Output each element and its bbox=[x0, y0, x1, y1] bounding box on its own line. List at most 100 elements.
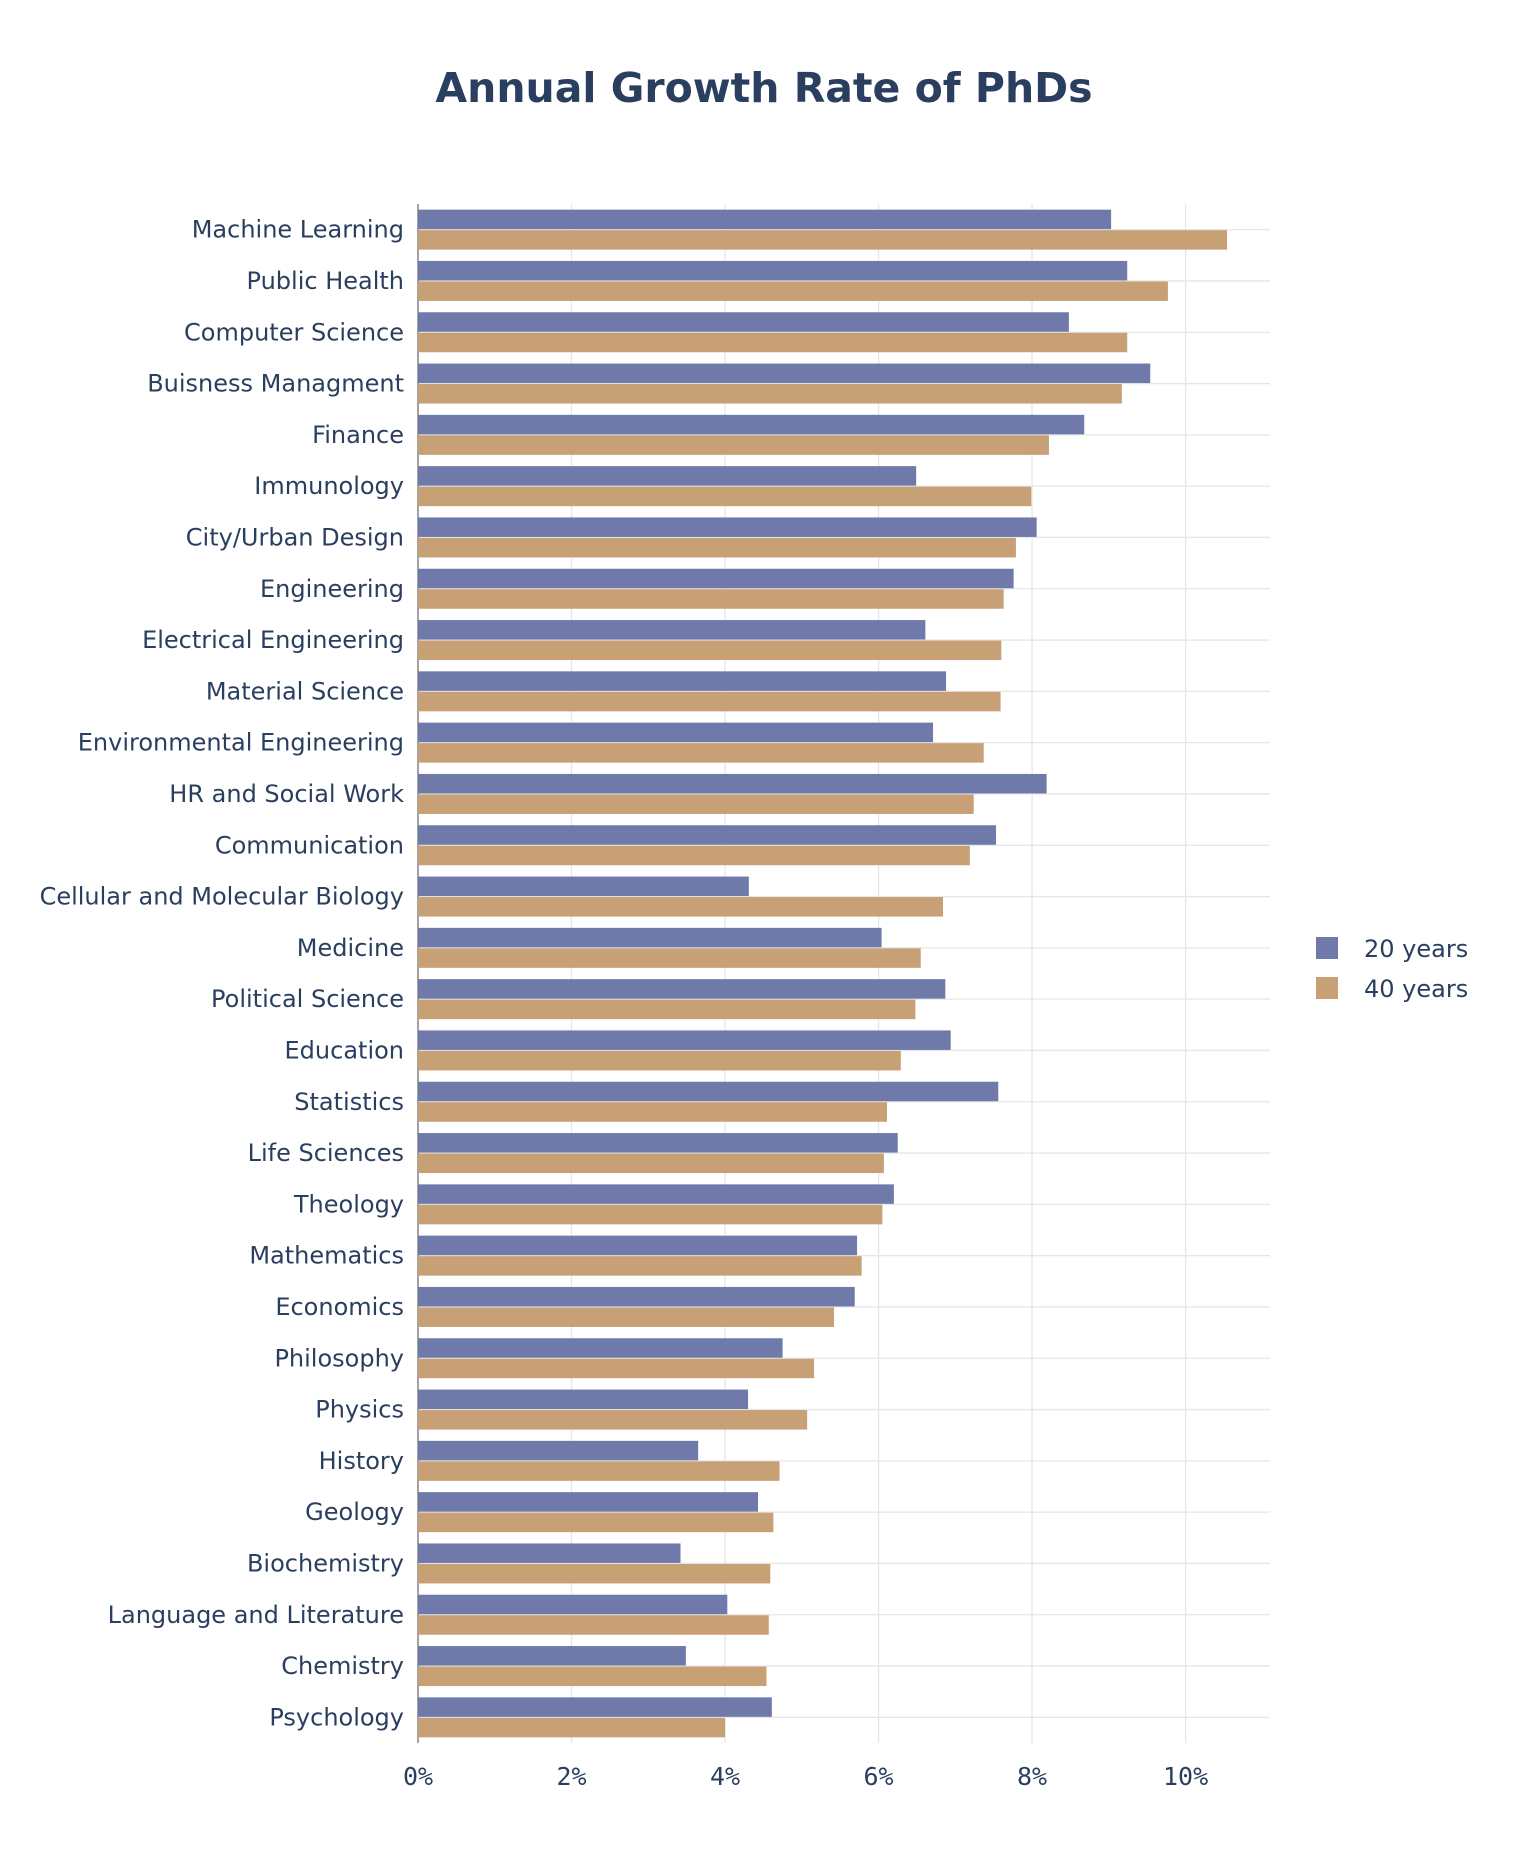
bar-40-years-biochemistry[interactable]: Biochemistry (40 years): 4.59% bbox=[418, 1563, 771, 1584]
legend-swatch-40-years[interactable] bbox=[1316, 977, 1338, 999]
legend-label-40-years[interactable]: 40 years bbox=[1364, 975, 1468, 1003]
bars: Machine Learning (20 years): 9.03%Machin… bbox=[418, 209, 1228, 1738]
chart-title: Annual Growth Rate of PhDs bbox=[435, 64, 1092, 112]
bar-20-years-psychology[interactable]: Psychology (20 years): 4.61% bbox=[418, 1697, 772, 1717]
bar-40-years-political-science[interactable]: Political Science (40 years): 6.48% bbox=[418, 999, 916, 1020]
bar-20-years-public-health[interactable]: Public Health (20 years): 9.24% bbox=[418, 260, 1128, 281]
bar-20-years-electrical-engineering[interactable]: Electrical Engineering (20 years): 6.61% bbox=[418, 620, 926, 640]
bar-40-years-computer-science[interactable]: Computer Science (40 years): 9.24% bbox=[418, 332, 1128, 353]
category-label-political-science: Political Science bbox=[211, 985, 404, 1013]
bar-20-years-political-science[interactable]: Political Science (20 years): 6.87% bbox=[418, 979, 946, 999]
bar-40-years-electrical-engineering[interactable]: Electrical Engineering (40 years): 7.6% bbox=[418, 640, 1002, 661]
bar-20-years-history[interactable]: History (20 years): 3.65% bbox=[418, 1440, 699, 1461]
bar-40-years-language-and-literature[interactable]: Language and Literature (40 years): 4.57… bbox=[418, 1615, 769, 1635]
bar-20-years-buisness-managment[interactable]: Buisness Managment (20 years): 9.54% bbox=[418, 363, 1151, 384]
category-label-computer-science: Computer Science bbox=[184, 318, 404, 346]
bar-40-years-public-health[interactable]: Public Health (40 years): 9.77% bbox=[418, 281, 1168, 301]
bar-40-years-chemistry[interactable]: Chemistry (40 years): 4.54% bbox=[418, 1666, 767, 1687]
bar-40-years-economics[interactable]: Economics (40 years): 5.42% bbox=[418, 1307, 835, 1327]
category-label-statistics: Statistics bbox=[294, 1088, 404, 1116]
bar-40-years-education[interactable]: Education (40 years): 6.29% bbox=[418, 1050, 901, 1071]
bar-20-years-biochemistry[interactable]: Biochemistry (20 years): 3.42% bbox=[418, 1543, 681, 1563]
bar-40-years-life-sciences[interactable]: Life Sciences (40 years): 6.07% bbox=[418, 1153, 884, 1174]
category-label-biochemistry: Biochemistry bbox=[247, 1549, 404, 1577]
bar-20-years-geology[interactable]: Geology (20 years): 4.43% bbox=[418, 1492, 759, 1512]
bar-20-years-cellular-and-molecular-biology[interactable]: Cellular and Molecular Biology (20 years… bbox=[418, 876, 749, 897]
bar-40-years-city-urban-design[interactable]: City/Urban Design (40 years): 7.79% bbox=[418, 537, 1016, 558]
category-labels: Machine Learning Public Health Computer Sc… bbox=[40, 216, 405, 1732]
bar-20-years-theology[interactable]: Theology (20 years): 6.2% bbox=[418, 1184, 894, 1204]
category-label-history: History bbox=[319, 1447, 404, 1475]
legend[interactable]: 20 years 40 years bbox=[1316, 935, 1468, 1003]
category-label-environmental-engineering: Environmental Engineering bbox=[78, 729, 404, 757]
category-label-philosophy: Philosophy bbox=[274, 1344, 404, 1372]
legend-label-20-years[interactable]: 20 years bbox=[1364, 935, 1468, 963]
bar-40-years-finance[interactable]: Finance (40 years): 8.22% bbox=[418, 435, 1049, 455]
x-tick-label: 6% bbox=[863, 1762, 893, 1791]
bar-40-years-geology[interactable]: Geology (40 years): 4.63% bbox=[418, 1512, 774, 1533]
category-label-machine-learning: Machine Learning bbox=[192, 216, 404, 244]
bar-40-years-history[interactable]: History (40 years): 4.71% bbox=[418, 1461, 780, 1481]
x-tick-label: 4% bbox=[710, 1762, 740, 1791]
category-label-life-sciences: Life Sciences bbox=[248, 1139, 404, 1167]
x-tick-label: 2% bbox=[556, 1762, 586, 1791]
bar-20-years-mathematics[interactable]: Mathematics (20 years): 5.72% bbox=[418, 1235, 858, 1256]
bar-20-years-engineering[interactable]: Engineering (20 years): 7.76% bbox=[418, 568, 1014, 589]
bar-20-years-philosophy[interactable]: Philosophy (20 years): 4.75% bbox=[418, 1338, 783, 1358]
category-label-theology: Theology bbox=[293, 1190, 404, 1218]
bar-20-years-education[interactable]: Education (20 years): 6.94% bbox=[418, 1030, 951, 1050]
bar-20-years-machine-learning[interactable]: Machine Learning (20 years): 9.03% bbox=[418, 209, 1112, 230]
bar-20-years-environmental-engineering[interactable]: Environmental Engineering (20 years): 6.… bbox=[418, 722, 934, 743]
bar-40-years-theology[interactable]: Theology (40 years): 6.05% bbox=[418, 1204, 883, 1225]
bar-40-years-hr-and-social-work[interactable]: HR and Social Work (40 years): 7.24% bbox=[418, 794, 974, 814]
bar-40-years-mathematics[interactable]: Mathematics (40 years): 5.78% bbox=[418, 1256, 862, 1276]
category-label-immunology: Immunology bbox=[254, 472, 404, 500]
category-label-education: Education bbox=[285, 1036, 404, 1064]
category-label-public-health: Public Health bbox=[247, 267, 404, 295]
x-tick-label: 8% bbox=[1017, 1762, 1047, 1791]
category-label-communication: Communication bbox=[215, 831, 404, 859]
bar-40-years-environmental-engineering[interactable]: Environmental Engineering (40 years): 7.… bbox=[418, 743, 984, 763]
x-axis-tick-labels: 0% 2% 4% 6% 8% 10% bbox=[403, 1762, 1208, 1791]
bar-20-years-life-sciences[interactable]: Life Sciences (20 years): 6.25% bbox=[418, 1133, 898, 1153]
bar-40-years-medicine[interactable]: Medicine (40 years): 6.55% bbox=[418, 948, 921, 968]
category-label-electrical-engineering: Electrical Engineering bbox=[142, 626, 404, 654]
category-label-physics: Physics bbox=[315, 1396, 404, 1424]
category-label-buisness-managment: Buisness Managment bbox=[147, 370, 404, 398]
bar-20-years-hr-and-social-work[interactable]: HR and Social Work (20 years): 8.19% bbox=[418, 773, 1047, 794]
bar-20-years-economics[interactable]: Economics (20 years): 5.69% bbox=[418, 1286, 855, 1307]
bar-40-years-engineering[interactable]: Engineering (40 years): 7.63% bbox=[418, 589, 1004, 609]
bar-20-years-statistics[interactable]: Statistics (20 years): 7.56% bbox=[418, 1081, 999, 1102]
bar-40-years-physics[interactable]: Physics (40 years): 5.07% bbox=[418, 1410, 808, 1430]
x-tick-label: 10% bbox=[1163, 1762, 1208, 1791]
bar-40-years-material-science[interactable]: Material Science (40 years): 7.59% bbox=[418, 691, 1001, 712]
legend-swatch-20-years[interactable] bbox=[1316, 937, 1338, 959]
bar-20-years-chemistry[interactable]: Chemistry (20 years): 3.49% bbox=[418, 1646, 686, 1666]
bar-20-years-communication[interactable]: Communication (20 years): 7.53% bbox=[418, 825, 996, 845]
bar-40-years-psychology[interactable]: Psychology (40 years): 4% bbox=[418, 1717, 726, 1738]
bar-20-years-computer-science[interactable]: Computer Science (20 years): 8.48% bbox=[418, 312, 1069, 332]
bar-20-years-material-science[interactable]: Material Science (20 years): 6.88% bbox=[418, 671, 947, 691]
category-label-mathematics: Mathematics bbox=[249, 1242, 404, 1270]
bar-40-years-cellular-and-molecular-biology[interactable]: Cellular and Molecular Biology (40 years… bbox=[418, 897, 944, 917]
bar-20-years-finance[interactable]: Finance (20 years): 8.68% bbox=[418, 414, 1085, 435]
bar-20-years-immunology[interactable]: Immunology (20 years): 6.49% bbox=[418, 466, 917, 486]
bar-40-years-immunology[interactable]: Immunology (40 years): 7.99% bbox=[418, 486, 1032, 507]
category-label-psychology: Psychology bbox=[269, 1703, 404, 1731]
bar-40-years-philosophy[interactable]: Philosophy (40 years): 5.16% bbox=[418, 1358, 815, 1379]
bar-40-years-communication[interactable]: Communication (40 years): 7.19% bbox=[418, 845, 970, 866]
bar-20-years-medicine[interactable]: Medicine (20 years): 6.04% bbox=[418, 927, 882, 948]
x-tick-label: 0% bbox=[403, 1762, 433, 1791]
category-label-city-urban-design: City/Urban Design bbox=[186, 523, 404, 551]
bar-40-years-buisness-managment[interactable]: Buisness Managment (40 years): 9.17% bbox=[418, 384, 1122, 404]
category-label-geology: Geology bbox=[305, 1498, 404, 1526]
category-label-cellular-and-molecular-biology: Cellular and Molecular Biology bbox=[40, 883, 404, 911]
category-label-medicine: Medicine bbox=[297, 934, 404, 962]
bar-40-years-statistics[interactable]: Statistics (40 years): 6.11% bbox=[418, 1102, 887, 1122]
category-label-economics: Economics bbox=[275, 1293, 404, 1321]
bar-20-years-physics[interactable]: Physics (20 years): 4.3% bbox=[418, 1389, 749, 1410]
bar-20-years-language-and-literature[interactable]: Language and Literature (20 years): 4.03… bbox=[418, 1594, 728, 1615]
bar-40-years-machine-learning[interactable]: Machine Learning (40 years): 10.54% bbox=[418, 230, 1228, 250]
bar-20-years-city-urban-design[interactable]: City/Urban Design (20 years): 8.06% bbox=[418, 517, 1037, 537]
